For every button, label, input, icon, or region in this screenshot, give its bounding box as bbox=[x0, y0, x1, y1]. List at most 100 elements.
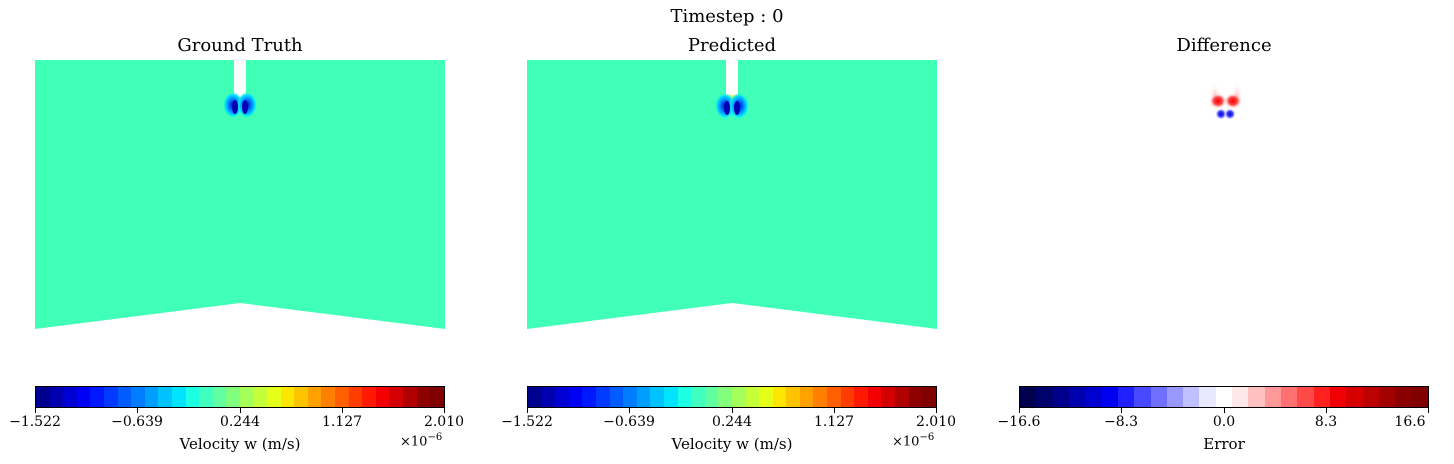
inlet-slot bbox=[234, 60, 246, 97]
colorbar-tick bbox=[936, 408, 937, 413]
colorbar-label: Error bbox=[1203, 435, 1245, 453]
colorbar-segment bbox=[799, 387, 814, 407]
colorbar-tick-label: 2.010 bbox=[915, 414, 957, 430]
offset-exponent: −6 bbox=[427, 432, 443, 443]
colorbar-segment bbox=[1036, 387, 1053, 407]
colorbar-velocity bbox=[35, 386, 445, 408]
colorbar-segment bbox=[1248, 387, 1265, 407]
colorbar-segment bbox=[335, 387, 349, 407]
colorbar-tick-label: −1.522 bbox=[9, 414, 61, 430]
colorbar-tick bbox=[629, 408, 630, 413]
colorbar-tick-label: −8.3 bbox=[1104, 414, 1138, 430]
colorbar-segment bbox=[677, 387, 692, 407]
colorbar-tick-label: 0.244 bbox=[219, 414, 261, 430]
colorbar-tick-label: 2.010 bbox=[423, 414, 465, 430]
low-velocity-core bbox=[724, 101, 730, 115]
colorbar-segment bbox=[1085, 387, 1102, 407]
colorbar-segment bbox=[280, 387, 295, 407]
colorbar-segment bbox=[1411, 387, 1428, 407]
colorbar-segment bbox=[908, 387, 923, 407]
colorbar-segment bbox=[1215, 387, 1233, 407]
colorbar-segment bbox=[294, 387, 308, 407]
negative-error-lobe bbox=[1215, 108, 1227, 120]
colorbar-segment bbox=[881, 387, 896, 407]
colorbar-segment bbox=[1395, 387, 1412, 407]
colorbar-segment bbox=[867, 387, 882, 407]
colorbar-segment bbox=[49, 387, 64, 407]
colorbar-segment bbox=[1313, 387, 1330, 407]
colorbar-segment bbox=[212, 387, 227, 407]
colorbar-tick bbox=[444, 408, 445, 413]
colorbar-segment bbox=[895, 387, 909, 407]
colorbar-segment bbox=[854, 387, 868, 407]
colorbar-segment bbox=[541, 387, 556, 407]
colorbar-segment bbox=[307, 387, 322, 407]
colorbar-segment bbox=[131, 387, 145, 407]
colorbar-segment bbox=[117, 387, 132, 407]
flow-domain bbox=[527, 60, 937, 329]
colorbar-segment bbox=[375, 387, 390, 407]
colorbar-segment bbox=[1117, 387, 1135, 407]
panel-title: Predicted bbox=[687, 35, 777, 56]
colorbar-tick bbox=[527, 408, 528, 413]
colorbar-segment bbox=[1101, 387, 1118, 407]
colorbar-tick bbox=[137, 408, 138, 413]
colorbar-tick-label: 1.127 bbox=[321, 414, 363, 430]
colorbar-tick-label: 8.3 bbox=[1314, 414, 1338, 430]
colorbar-segment bbox=[403, 387, 417, 407]
colorbar-tick bbox=[35, 408, 36, 413]
inlet-slot bbox=[726, 60, 738, 97]
positive-error-lobe bbox=[1224, 93, 1242, 109]
low-velocity-core bbox=[232, 100, 238, 114]
colorbar-segment bbox=[691, 387, 705, 407]
colorbar-segment bbox=[1166, 387, 1184, 407]
colorbar-segment bbox=[704, 387, 719, 407]
colorbar-segment bbox=[199, 387, 213, 407]
velocity-field-predicted bbox=[527, 60, 937, 329]
colorbar-segment bbox=[922, 387, 936, 407]
colorbar-segment bbox=[1346, 387, 1363, 407]
colorbar-segment bbox=[772, 387, 787, 407]
colorbar-segment bbox=[76, 387, 91, 407]
colorbar-tick-label: 16.6 bbox=[1394, 414, 1426, 430]
colorbar-tick-label: −0.639 bbox=[111, 414, 163, 430]
colorbar-segment bbox=[609, 387, 624, 407]
colorbar-segment bbox=[650, 387, 664, 407]
error-field-difference bbox=[1209, 82, 1243, 120]
colorbar-tick bbox=[1326, 408, 1327, 413]
colorbar-label: Velocity w (m/s) bbox=[179, 435, 301, 453]
colorbar-segment bbox=[759, 387, 773, 407]
colorbar-segment bbox=[555, 387, 569, 407]
low-velocity-core bbox=[242, 100, 248, 114]
colorbar-segment bbox=[827, 387, 841, 407]
colorbar-tick-label: −16.6 bbox=[997, 414, 1041, 430]
colorbar-segment bbox=[813, 387, 828, 407]
colorbar-segment bbox=[389, 387, 404, 407]
colorbar-segment bbox=[1150, 387, 1167, 407]
colorbar-tick bbox=[1121, 408, 1122, 413]
low-velocity-core bbox=[734, 101, 740, 115]
colorbar-segment bbox=[663, 387, 678, 407]
colorbar-segment bbox=[185, 387, 200, 407]
colorbar-tick bbox=[834, 408, 835, 413]
colorbar-tick bbox=[240, 408, 241, 413]
colorbar-segment bbox=[158, 387, 172, 407]
colorbar-velocity bbox=[527, 386, 937, 408]
colorbar-segment bbox=[595, 387, 610, 407]
colorbar-segment bbox=[267, 387, 281, 407]
colorbar-segment bbox=[226, 387, 240, 407]
colorbar-segment bbox=[731, 387, 746, 407]
colorbar-segment bbox=[348, 387, 363, 407]
colorbar-segment bbox=[36, 387, 50, 407]
negative-error-lobe bbox=[1224, 108, 1236, 120]
velocity-field-ground-truth bbox=[35, 60, 445, 329]
colorbar-segment bbox=[416, 387, 431, 407]
colorbar-tick-label: 1.127 bbox=[813, 414, 855, 430]
colorbar-segment bbox=[144, 387, 159, 407]
offset-exponent: −6 bbox=[919, 432, 935, 443]
colorbar-segment bbox=[90, 387, 104, 407]
colorbar-segment bbox=[103, 387, 118, 407]
inlet-edge-highlight bbox=[725, 95, 739, 98]
colorbar-segment bbox=[1183, 387, 1200, 407]
positive-error-lobe bbox=[1209, 93, 1227, 109]
